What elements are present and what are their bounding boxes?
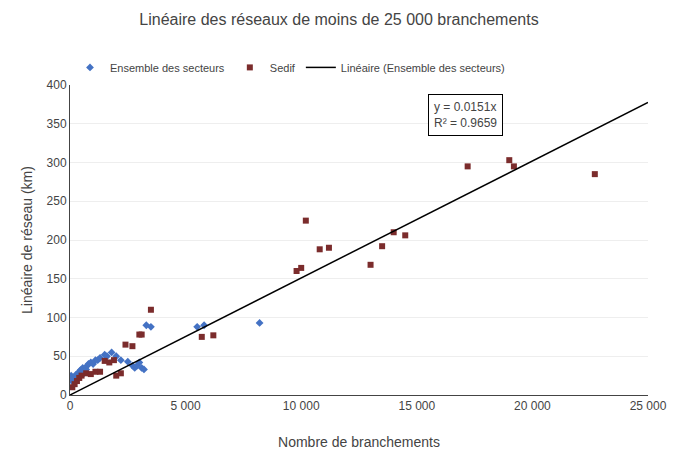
svg-text:Linéaire de réseau (km): Linéaire de réseau (km) — [19, 166, 35, 314]
svg-text:Sedif: Sedif — [270, 62, 296, 74]
svg-text:Nombre de branchements: Nombre de branchements — [278, 434, 440, 450]
svg-text:15 000: 15 000 — [398, 399, 435, 413]
svg-text:250: 250 — [47, 194, 67, 208]
svg-text:Linéaire des réseaux de moins: Linéaire des réseaux de moins de 25 000 … — [139, 11, 538, 28]
svg-text:300: 300 — [47, 156, 67, 170]
svg-text:10 000: 10 000 — [283, 399, 320, 413]
svg-text:50: 50 — [53, 349, 67, 363]
svg-text:25 000: 25 000 — [630, 399, 667, 413]
svg-text:20 000: 20 000 — [514, 399, 551, 413]
svg-text:5 000: 5 000 — [171, 399, 201, 413]
svg-text:400: 400 — [47, 78, 67, 92]
svg-text:Ensemble des secteurs: Ensemble des secteurs — [110, 62, 225, 74]
svg-text:y = 0.0151xR² = 0.9659: y = 0.0151xR² = 0.9659 — [434, 100, 497, 130]
svg-text:0: 0 — [67, 399, 74, 413]
svg-text:100: 100 — [47, 311, 67, 325]
svg-text:Linéaire (Ensemble des secteur: Linéaire (Ensemble des secteurs) — [341, 62, 505, 74]
svg-text:0: 0 — [60, 388, 67, 402]
svg-text:150: 150 — [47, 272, 67, 286]
svg-text:200: 200 — [47, 233, 67, 247]
svg-text:350: 350 — [47, 117, 67, 131]
